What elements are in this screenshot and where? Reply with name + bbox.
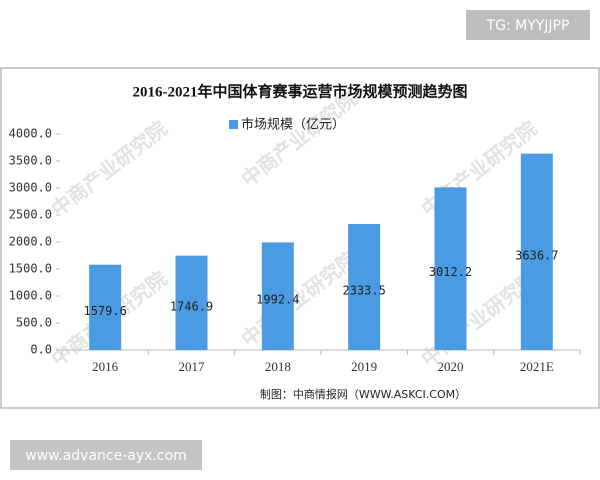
x-tick-label: 2017	[179, 359, 206, 374]
x-tick-label: 2018	[265, 359, 291, 374]
y-tick-label: 2000.0	[9, 235, 52, 249]
y-tick-label: 3000.0	[9, 181, 52, 195]
bar	[520, 153, 553, 350]
x-tick-label: 2016	[92, 359, 119, 374]
y-tick-label: 1500.0	[9, 262, 52, 276]
chart-title: 2016-2021年中国体育赛事运营市场规模预测趋势图	[133, 82, 468, 100]
chart-frame	[0, 67, 600, 409]
bar	[261, 242, 294, 350]
tag-box	[466, 10, 590, 40]
y-tick-label: 3500.0	[9, 154, 52, 168]
value-label: 1746.9	[170, 299, 213, 313]
y-tick-label: 1000.0	[9, 289, 52, 303]
value-label: 1992.4	[256, 293, 299, 307]
y-tick-label: 2500.0	[9, 208, 52, 222]
y-tick-label: 4000.0	[9, 127, 52, 141]
y-tick-label: 0.0	[30, 343, 52, 357]
legend-label: 市场规模（亿元）	[241, 117, 345, 133]
value-label: 3636.7	[515, 248, 558, 262]
url-text: www.advance-ayx.com	[25, 448, 187, 464]
bar	[348, 223, 381, 350]
url-box	[10, 440, 202, 470]
value-label: 2333.5	[342, 283, 385, 297]
value-label: 1579.6	[83, 304, 126, 318]
y-tick-label: 500.0	[16, 316, 52, 330]
x-tick-label: 2021E	[520, 359, 554, 374]
source-note: 制图：中商情报网（WWW.ASKCI.COM）	[260, 387, 466, 401]
value-label: 3012.2	[429, 265, 472, 279]
x-tick-label: 2019	[351, 359, 377, 374]
bar	[434, 187, 467, 350]
bar	[175, 255, 208, 350]
tag-text: TG: MYYJJPP	[486, 18, 570, 34]
x-tick-label: 2020	[438, 359, 464, 374]
legend-swatch	[229, 120, 238, 129]
bar	[89, 264, 122, 350]
